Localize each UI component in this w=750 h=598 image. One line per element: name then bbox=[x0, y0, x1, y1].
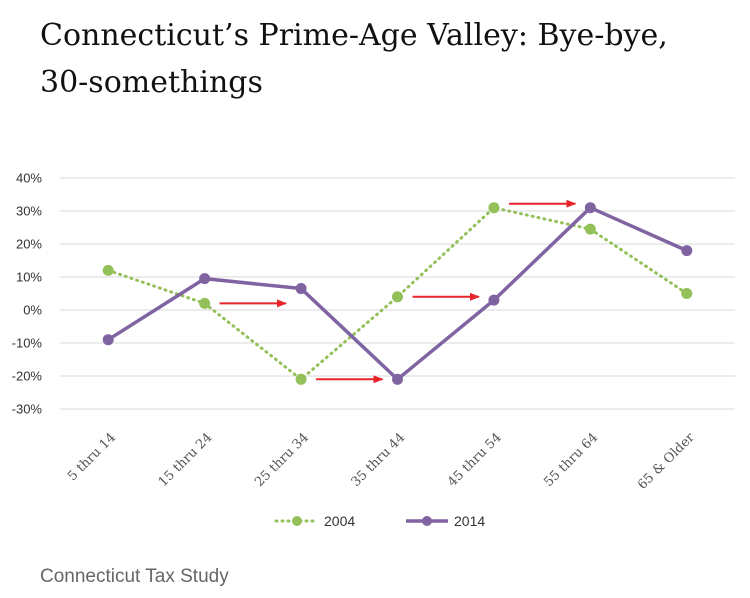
x-tick-label: 15 thru 24 bbox=[156, 430, 216, 490]
x-tick-label: 25 thru 34 bbox=[252, 430, 312, 490]
data-point-2004 bbox=[584, 223, 596, 235]
legend-marker-2004 bbox=[292, 516, 302, 526]
data-point-2004 bbox=[392, 291, 403, 303]
data-point-2014 bbox=[681, 245, 693, 257]
y-tick-label: -30% bbox=[12, 402, 43, 417]
y-tick-label: 30% bbox=[16, 204, 42, 219]
annotation-arrows bbox=[219, 199, 577, 384]
y-tick-label: 20% bbox=[16, 237, 42, 252]
data-point-2014 bbox=[392, 373, 403, 385]
data-point-2014 bbox=[584, 202, 596, 214]
x-axis-tick-labels: 5 thru 14 15 thru 24 25 thru 34 35 thru 44 4… bbox=[65, 430, 698, 493]
y-axis-tick-labels: 40% 30% 20% 10% 0% -10% -20% -30% bbox=[12, 171, 43, 417]
y-tick-label: 40% bbox=[16, 171, 42, 186]
data-point-2014 bbox=[295, 283, 307, 295]
data-point-2004 bbox=[295, 373, 307, 385]
source-caption: Connecticut Tax Study bbox=[40, 566, 229, 587]
series-lines bbox=[102, 202, 693, 385]
data-point-2014 bbox=[102, 334, 114, 346]
y-tick-label: -20% bbox=[12, 369, 43, 384]
legend: 2004 2014 bbox=[274, 513, 485, 529]
data-point-2004 bbox=[199, 297, 211, 309]
legend-label-2004: 2004 bbox=[324, 513, 355, 529]
x-tick-label: 5 thru 14 bbox=[65, 430, 119, 484]
line-chart: 40% 30% 20% 10% 0% -10% -20% -30% 5 thru 14 15 t… bbox=[12, 171, 735, 529]
y-tick-label: -10% bbox=[12, 336, 43, 351]
data-point-2004 bbox=[488, 202, 500, 214]
x-tick-label: 55 thru 64 bbox=[541, 430, 601, 490]
chart-title: Connecticut’s Prime-Age Valley: Bye-bye,… bbox=[40, 18, 668, 100]
x-tick-label: 65 & Older bbox=[635, 430, 698, 493]
data-point-2004 bbox=[102, 264, 114, 276]
x-tick-label: 45 thru 54 bbox=[445, 430, 505, 490]
data-point-2014 bbox=[199, 273, 211, 285]
data-point-2004 bbox=[681, 288, 693, 299]
y-tick-label: 0% bbox=[23, 303, 42, 318]
data-point-2014 bbox=[488, 294, 500, 306]
legend-label-2014: 2014 bbox=[454, 513, 485, 529]
legend-marker-2014 bbox=[422, 516, 432, 526]
x-tick-label: 35 thru 44 bbox=[349, 430, 409, 490]
y-tick-label: 10% bbox=[16, 270, 42, 285]
